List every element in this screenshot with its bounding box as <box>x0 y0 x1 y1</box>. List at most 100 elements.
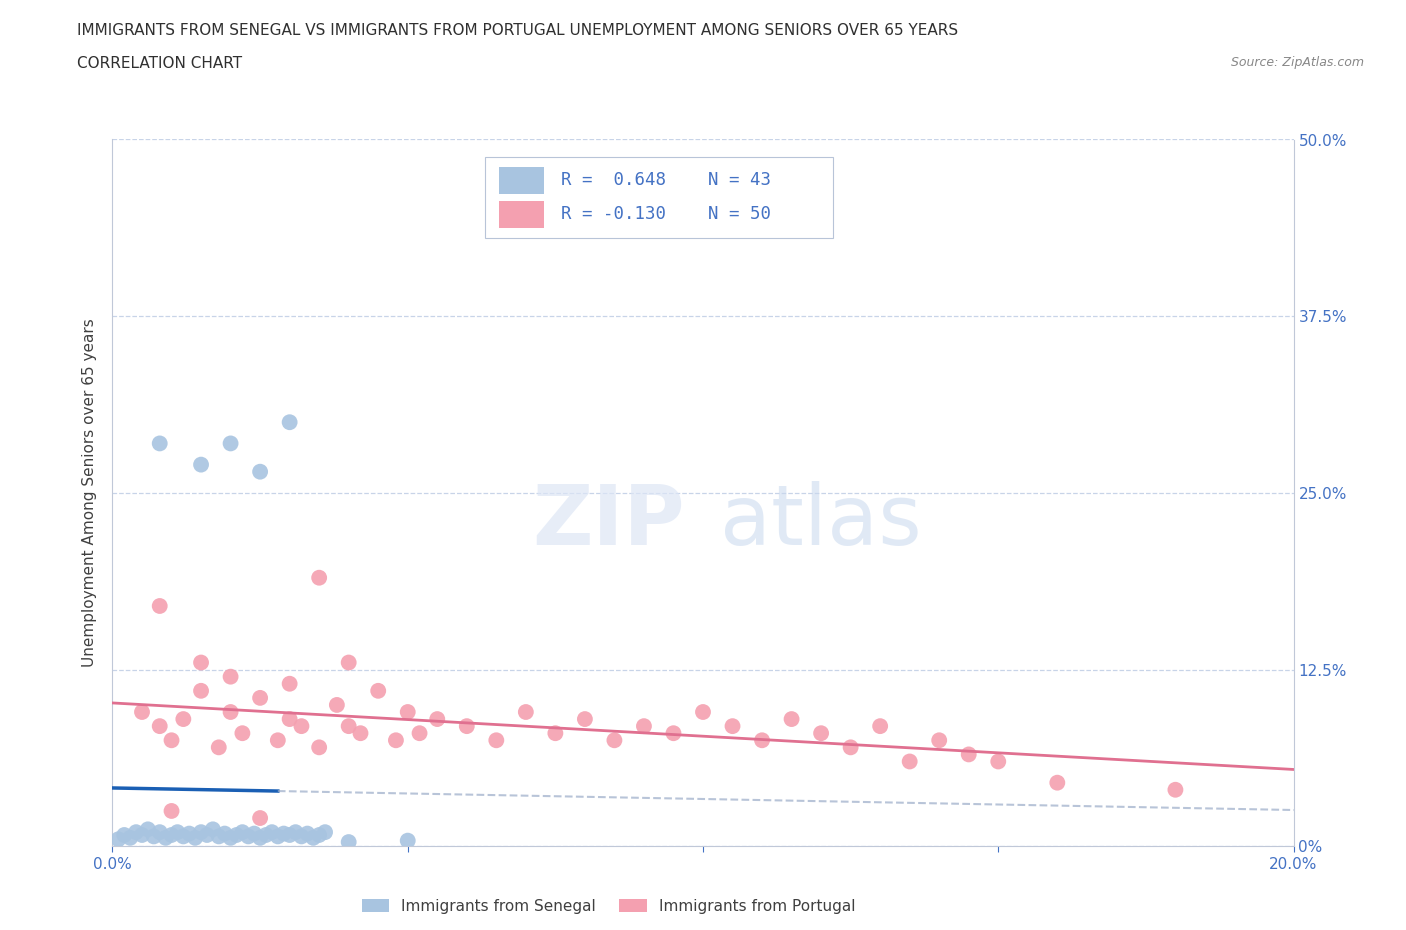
Point <box>308 828 330 843</box>
Point <box>544 725 567 740</box>
Text: atlas: atlas <box>720 481 922 562</box>
Point <box>337 834 360 849</box>
Point <box>426 711 449 726</box>
Point <box>225 828 247 843</box>
Bar <box>499 167 544 194</box>
Text: ZIP: ZIP <box>533 481 685 562</box>
Point <box>408 725 430 740</box>
Point <box>810 725 832 740</box>
Point <box>249 464 271 479</box>
Point <box>869 719 891 734</box>
Point <box>125 825 148 840</box>
Point <box>160 828 183 843</box>
Y-axis label: Unemployment Among Seniors over 65 years: Unemployment Among Seniors over 65 years <box>82 319 97 668</box>
Point <box>337 655 360 670</box>
Point <box>136 822 159 837</box>
Point <box>214 826 236 841</box>
Point <box>780 711 803 726</box>
Point <box>326 698 349 712</box>
Point <box>190 825 212 840</box>
Point <box>751 733 773 748</box>
Bar <box>499 201 544 228</box>
Text: Source: ZipAtlas.com: Source: ZipAtlas.com <box>1230 56 1364 69</box>
Point <box>249 690 271 705</box>
Point <box>195 828 218 843</box>
Point <box>928 733 950 748</box>
Point <box>219 705 242 720</box>
Point <box>721 719 744 734</box>
Point <box>290 719 312 734</box>
Point <box>160 804 183 818</box>
Point <box>633 719 655 734</box>
Point <box>337 719 360 734</box>
Point <box>243 826 266 841</box>
Point <box>987 754 1010 769</box>
Point <box>1046 776 1069 790</box>
Point <box>149 825 172 840</box>
Point <box>131 705 153 720</box>
Point <box>267 733 290 748</box>
Point <box>1164 782 1187 797</box>
Point <box>219 436 242 451</box>
Point <box>190 655 212 670</box>
Point <box>278 676 301 691</box>
Point <box>120 830 142 845</box>
Point <box>290 829 312 844</box>
Point <box>603 733 626 748</box>
Point <box>160 733 183 748</box>
Point <box>172 711 194 726</box>
Point <box>184 830 207 845</box>
Point <box>231 825 253 840</box>
Point <box>308 570 330 585</box>
Point <box>278 828 301 843</box>
Point <box>284 825 307 840</box>
Point <box>131 828 153 843</box>
Legend: Immigrants from Senegal, Immigrants from Portugal: Immigrants from Senegal, Immigrants from… <box>356 893 862 920</box>
Point <box>149 599 172 614</box>
Point <box>297 826 319 841</box>
Point <box>249 811 271 826</box>
Point <box>179 826 201 841</box>
Point <box>314 825 336 840</box>
Text: R =  0.648    N = 43: R = 0.648 N = 43 <box>561 171 772 190</box>
Point <box>208 740 231 755</box>
Point <box>662 725 685 740</box>
Text: R = -0.130    N = 50: R = -0.130 N = 50 <box>561 206 772 223</box>
Point <box>396 833 419 848</box>
Point <box>190 684 212 698</box>
Point <box>254 828 277 843</box>
Point <box>208 829 231 844</box>
Text: CORRELATION CHART: CORRELATION CHART <box>77 56 242 71</box>
Point <box>142 829 165 844</box>
Point <box>898 754 921 769</box>
Point <box>149 719 172 734</box>
Point <box>485 733 508 748</box>
Point <box>574 711 596 726</box>
Point <box>308 740 330 755</box>
Point <box>219 670 242 684</box>
Point <box>396 705 419 720</box>
Point <box>385 733 408 748</box>
Point <box>456 719 478 734</box>
Point <box>267 829 290 844</box>
Point <box>190 458 212 472</box>
Point <box>172 829 194 844</box>
Point <box>957 747 980 762</box>
Point <box>273 826 295 841</box>
Point <box>349 725 371 740</box>
Point <box>367 684 389 698</box>
Point <box>278 415 301 430</box>
Point <box>112 828 135 843</box>
Point <box>260 825 283 840</box>
Point <box>515 705 537 720</box>
Point <box>839 740 862 755</box>
FancyBboxPatch shape <box>485 157 832 238</box>
Point <box>278 711 301 726</box>
Point <box>249 830 271 845</box>
Point <box>302 830 325 845</box>
Point <box>149 436 172 451</box>
Point <box>107 831 129 846</box>
Point <box>201 822 224 837</box>
Point <box>219 830 242 845</box>
Point <box>238 829 260 844</box>
